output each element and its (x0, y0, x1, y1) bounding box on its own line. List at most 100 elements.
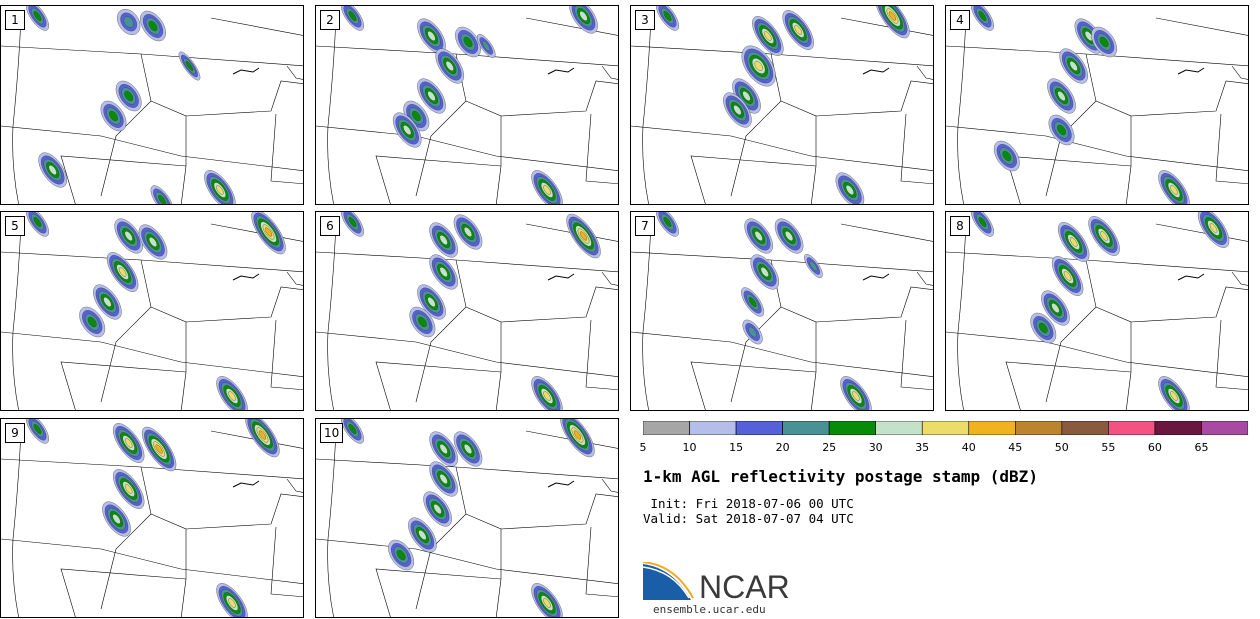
reflectivity-cell (439, 235, 448, 245)
reflectivity-cell (348, 10, 357, 22)
colorbar-tick-label: 25 (822, 441, 837, 454)
reflectivity-cell (1069, 237, 1078, 247)
colorbar-tick-label: 20 (775, 441, 790, 454)
colorbar-tick-label: 15 (729, 441, 744, 454)
reflectivity-cell (978, 216, 987, 228)
reflectivity-colorbar (643, 421, 1248, 435)
member-map (631, 212, 933, 410)
reflectivity-cell (123, 16, 134, 28)
reflectivity-cell (403, 125, 412, 135)
reflectivity-cell (148, 237, 158, 247)
reflectivity-cell (348, 216, 357, 228)
reflectivity-cell (155, 444, 163, 454)
reflectivity-cell (124, 90, 134, 102)
reflectivity-cell (754, 61, 763, 71)
reflectivity-cell (1051, 303, 1060, 313)
colorbar-tick-label: 35 (915, 441, 930, 454)
reflectivity-cell (1170, 391, 1178, 401)
ensemble-member-panel: 7 (630, 211, 934, 411)
reflectivity-cell (742, 91, 751, 101)
member-map (1, 212, 303, 410)
colorbar-segment (1061, 421, 1109, 435)
reflectivity-cell (216, 185, 224, 195)
reflectivity-cell (1069, 61, 1078, 71)
reflectivity-cell (427, 31, 436, 41)
reflectivity-cell (1099, 36, 1109, 48)
reflectivity-cell (543, 598, 551, 608)
reflectivity-cell (663, 10, 672, 22)
colorbar-segment (1201, 421, 1248, 435)
reflectivity-cell (103, 297, 112, 307)
reflectivity-cell (978, 10, 987, 22)
reflectivity-cell (445, 61, 454, 71)
member-number-label: 9 (5, 423, 25, 443)
member-map (946, 6, 1248, 204)
reflectivity-cell (764, 31, 772, 41)
colorbar-segment (735, 421, 783, 435)
figure-title: 1-km AGL reflectivity postage stamp (dBZ… (643, 467, 1038, 486)
reflectivity-cell (418, 316, 427, 328)
reflectivity-cell (87, 316, 97, 328)
reflectivity-cell (439, 474, 448, 484)
member-map (631, 6, 933, 204)
reflectivity-cell (1170, 185, 1178, 195)
ensemble-member-panel: 4 (945, 5, 1249, 205)
reflectivity-cell (1063, 271, 1072, 281)
reflectivity-cell (543, 391, 551, 401)
reflectivity-cell (228, 391, 236, 401)
ensemble-member-panel: 3 (630, 5, 934, 205)
reflectivity-cell (348, 423, 357, 435)
reflectivity-cell (1084, 31, 1093, 41)
reflectivity-cell (809, 260, 818, 272)
reflectivity-cell (418, 530, 427, 540)
member-number-label: 7 (635, 216, 655, 236)
reflectivity-cell (185, 61, 194, 71)
member-number-label: 8 (950, 216, 970, 236)
colorbar-segment (875, 421, 923, 435)
colorbar-segment (921, 421, 970, 435)
reflectivity-cell (573, 430, 581, 440)
colorbar-tick-label: 65 (1194, 441, 1209, 454)
colorbar-segment (1154, 421, 1202, 435)
reflectivity-cell (427, 297, 436, 307)
colorbar-tick-label: 45 (1008, 441, 1023, 454)
reflectivity-cell (748, 326, 757, 338)
reflectivity-cell (794, 25, 802, 35)
member-map (1, 6, 303, 204)
member-map (946, 212, 1248, 410)
reflectivity-cell (748, 296, 757, 308)
member-number-label: 5 (5, 216, 25, 236)
reflectivity-cell (258, 430, 266, 440)
reflectivity-cell (439, 444, 448, 454)
reflectivity-cell (482, 40, 491, 52)
ensemble-member-panel: 9 (0, 418, 304, 618)
colorbar-tick-label: 10 (682, 441, 697, 454)
reflectivity-cell (543, 185, 551, 195)
colorbar-segment (689, 421, 737, 435)
reflectivity-cell (411, 110, 421, 122)
reflectivity-cell (579, 11, 588, 21)
member-number-label: 6 (320, 216, 340, 236)
reflectivity-cell (579, 231, 588, 241)
reflectivity-cell (754, 231, 763, 241)
member-number-label: 10 (320, 423, 344, 443)
member-number-label: 3 (635, 10, 655, 30)
reflectivity-cell (1038, 322, 1048, 334)
reflectivity-cell (463, 36, 473, 48)
logo-url: ensemble.ucar.edu (653, 603, 766, 616)
member-map (316, 6, 618, 204)
ensemble-member-panel: 8 (945, 211, 1249, 411)
ensemble-member-panel: 6 (315, 211, 619, 411)
reflectivity-cell (124, 438, 133, 448)
reflectivity-cell (1100, 231, 1108, 241)
colorbar-segment (782, 421, 830, 435)
reflectivity-cell (845, 185, 854, 195)
member-map (316, 212, 618, 410)
reflectivity-cell (1002, 150, 1012, 162)
reflectivity-cell (663, 216, 672, 228)
colorbar-tick-label: 50 (1054, 441, 1069, 454)
member-number-label: 2 (320, 10, 340, 30)
member-number-label: 1 (5, 10, 25, 30)
member-number-label: 4 (950, 10, 970, 30)
colorbar-segment (1108, 421, 1156, 435)
